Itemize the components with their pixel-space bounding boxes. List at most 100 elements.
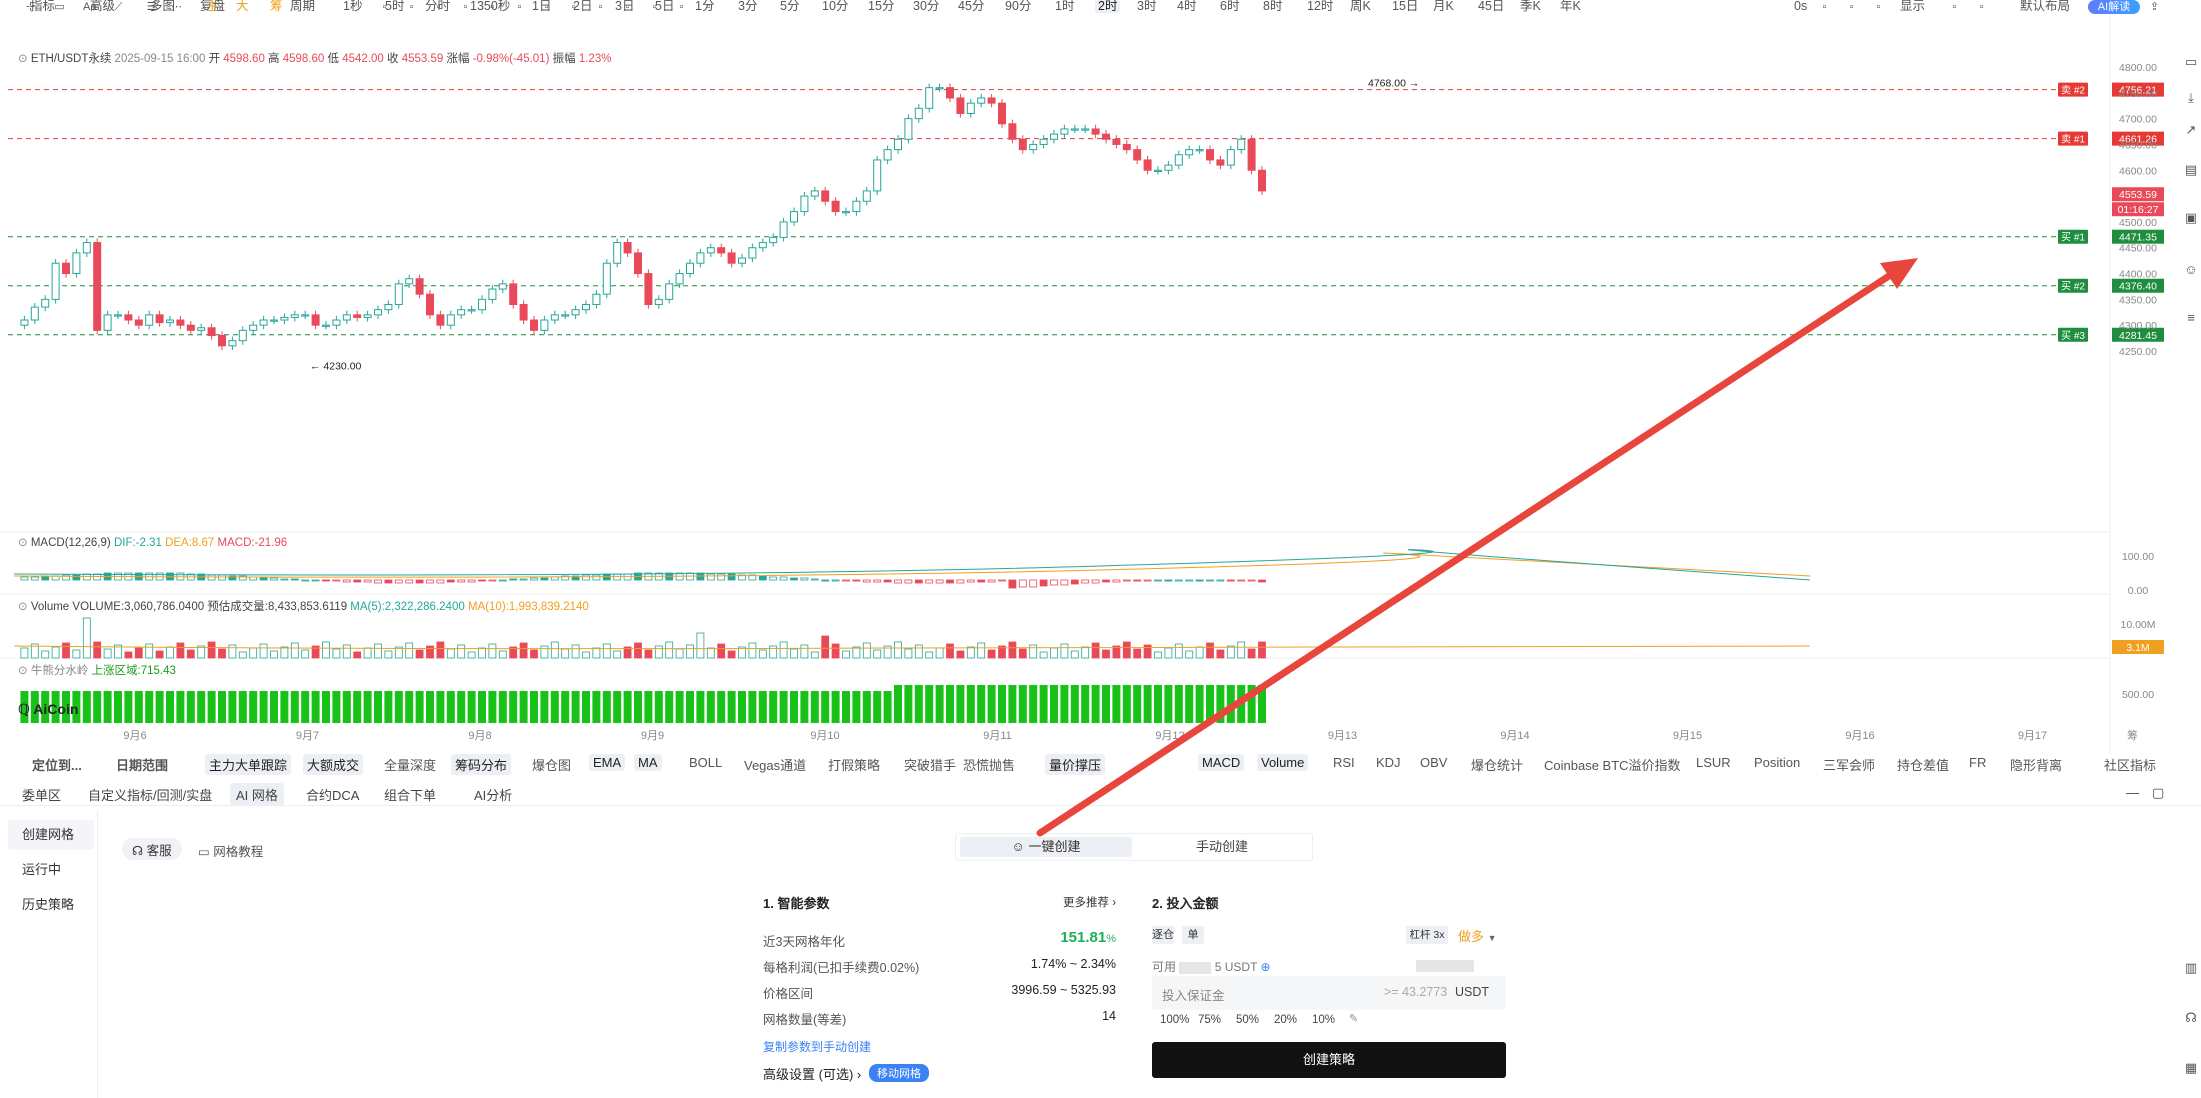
toolbar-item[interactable]: 指标 xyxy=(30,0,56,13)
plus-circle-icon[interactable]: ⊕ xyxy=(1260,960,1271,974)
main-indicator-tab[interactable]: Vegas通道 xyxy=(744,758,807,773)
main-indicator-tab[interactable]: 打假策略 xyxy=(828,758,881,773)
minimize-icon[interactable]: — xyxy=(2126,785,2139,800)
toolbar-item[interactable]: 6时 xyxy=(1220,0,1240,13)
grid-line-tag[interactable] xyxy=(2058,82,2088,97)
toolbar-item[interactable]: 15分 xyxy=(868,0,895,13)
sidebar-item[interactable]: 运行中 xyxy=(22,862,62,877)
main-indicator-tab[interactable]: 爆仓图 xyxy=(532,758,572,773)
main-indicator-tab[interactable]: 筹码分布 xyxy=(451,754,512,775)
toolbar-item[interactable]: 15日 xyxy=(1392,0,1419,13)
sub-indicator-tab[interactable]: 爆仓统计 xyxy=(1471,758,1524,773)
main-letter-button[interactable]: 大 xyxy=(236,0,249,13)
doc-icon[interactable]: ▦ xyxy=(2184,1060,2198,1075)
panel-tab[interactable]: 合约DCA xyxy=(306,788,360,803)
main-indicator-tab[interactable]: 大额成交 xyxy=(303,754,364,775)
sub-indicator-tab[interactable]: Position xyxy=(1754,755,1801,770)
main-indicator-tab[interactable]: EMA xyxy=(589,754,626,771)
toolbar-item[interactable]: 30分 xyxy=(913,0,940,13)
toolbar-item[interactable]: 月K xyxy=(1433,0,1454,13)
candlestick-chart[interactable]: 卖 #2 4756.21 卖 #1 4661.26 买 #1 4471.35 买 #2 437… xyxy=(0,14,2201,754)
toolbar-item[interactable]: 1分 xyxy=(695,0,715,13)
collapse-icon[interactable]: ⊙ xyxy=(18,601,28,613)
undo-icon[interactable]: ▫ xyxy=(679,1,684,13)
rect-icon[interactable]: ▭ xyxy=(54,1,65,13)
account-selector[interactable]: ▼ xyxy=(1416,957,1484,986)
collapse-icon[interactable]: ⊙ xyxy=(18,53,28,65)
percent-button[interactable]: 100% xyxy=(1160,1014,1190,1026)
brush-icon[interactable]: ▫ xyxy=(463,1,468,13)
toolbar-item[interactable]: 高级 xyxy=(90,0,116,13)
eye-icon[interactable]: ▫ xyxy=(544,1,549,13)
sidebar-item[interactable]: 历史策略 xyxy=(22,897,75,912)
sidebar-item[interactable]: 创建网格 xyxy=(8,820,94,850)
toolbar-item[interactable]: 2日 xyxy=(573,0,593,13)
ruler-icon[interactable]: ▫ xyxy=(490,1,495,13)
robot-icon[interactable]: ☺ xyxy=(2184,262,2198,277)
advanced-settings[interactable]: 高级设置 (可选) › xyxy=(763,1064,861,1083)
percent-button[interactable]: 75% xyxy=(1198,1014,1222,1026)
settings-icon[interactable]: ▫ xyxy=(1952,1,1957,13)
toolbar-item[interactable]: 3时 xyxy=(1137,0,1157,13)
main-letter-button[interactable]: 主 xyxy=(206,0,219,13)
toolbar-right-item[interactable]: 默认布局 xyxy=(2020,0,2071,13)
grid-line-tag[interactable] xyxy=(2058,278,2088,293)
sub-indicator-tab[interactable]: 隐形背离 xyxy=(2010,758,2063,773)
sub-indicator-tab[interactable]: KDJ xyxy=(1376,755,1401,770)
leverage-button[interactable]: 杠杆 3x xyxy=(1406,926,1448,944)
share-icon[interactable]: ⇪ xyxy=(2149,1,2160,13)
create-strategy-button[interactable]: 创建策略 xyxy=(1152,1042,1506,1078)
toolbar-item[interactable]: 季K xyxy=(1520,0,1541,13)
trend-icon[interactable]: ↗ xyxy=(2185,122,2197,137)
collapse-icon[interactable]: ⊙ xyxy=(18,537,28,549)
sub-indicator-tab[interactable]: Coinbase BTC溢价指数 xyxy=(1544,758,1681,773)
one-click-tab[interactable]: ☺ 一键创建 xyxy=(960,837,1132,857)
sub-indicator-tab[interactable]: OBV xyxy=(1420,755,1448,770)
edit-icon[interactable]: ▫ xyxy=(571,1,576,13)
maximize-icon[interactable]: ▢ xyxy=(2152,785,2165,800)
main-indicator-tab[interactable]: 突破猎手 xyxy=(904,758,957,773)
panel-tab[interactable]: AI 网格 xyxy=(230,783,284,806)
redo-icon[interactable]: ▫ xyxy=(706,1,711,13)
more-recommend-link[interactable]: 更多推荐 › xyxy=(1063,894,1116,910)
toolbar-item[interactable]: 年K xyxy=(1560,0,1581,13)
toolbar-item[interactable]: 12时 xyxy=(1307,0,1334,13)
text-icon[interactable]: Aa xyxy=(83,1,97,13)
filter-icon[interactable]: ▫ xyxy=(625,1,630,13)
grid-line-tag[interactable] xyxy=(2058,131,2088,146)
toolbar-item[interactable]: 1秒 xyxy=(343,0,363,13)
sub-indicator-tab[interactable]: LSUR xyxy=(1696,755,1731,770)
panel-tab[interactable]: 自定义指标/回测/实盘 xyxy=(88,788,213,803)
toolbar-item[interactable]: 45日 xyxy=(1478,0,1505,13)
main-letter-button[interactable]: 筹 xyxy=(270,0,283,13)
toolbar-item[interactable]: 2时 xyxy=(1095,0,1121,13)
community-indicators-link[interactable]: 社区指标 xyxy=(2104,758,2157,773)
lock-icon[interactable]: ▫ xyxy=(517,1,522,13)
copy-icon[interactable]: ▫ xyxy=(382,1,387,13)
toolbar-item[interactable]: 10分 xyxy=(822,0,849,13)
pencil-icon[interactable]: ⟋ xyxy=(114,1,123,13)
more-icon[interactable]: ⋯ xyxy=(171,1,182,13)
crosshair-icon[interactable]: ⊹ xyxy=(25,1,36,13)
magnet-icon[interactable]: ▫ xyxy=(598,1,603,13)
copy-params-link[interactable]: 复制参数到手动创建 xyxy=(763,1040,872,1054)
grid-line-tag[interactable] xyxy=(2058,327,2088,342)
toolbar-item[interactable]: 90分 xyxy=(1005,0,1032,13)
chart-tab-left[interactable]: 定位到... xyxy=(32,758,82,773)
grid-line-tag[interactable] xyxy=(2058,229,2088,244)
toolbar-item[interactable]: 周期 xyxy=(290,0,316,13)
toolbar-item[interactable]: 复盘 xyxy=(200,0,226,13)
toolbar-item[interactable]: 5分 xyxy=(780,0,800,13)
pen-icon[interactable]: ▫ xyxy=(436,1,441,13)
toolbar-item[interactable]: 5时 xyxy=(385,0,405,13)
toolbar-item[interactable]: 5日 xyxy=(655,0,675,13)
panel-icon[interactable]: ▥ xyxy=(2184,960,2198,975)
toolbar-item[interactable]: 3日 xyxy=(615,0,635,13)
toolbar-item[interactable]: 周K xyxy=(1350,0,1371,13)
toolbar-item[interactable]: 分时 xyxy=(425,0,451,13)
tutorial-link[interactable]: ▭ 网格教程 xyxy=(198,841,263,860)
lines-icon[interactable]: ☰ xyxy=(146,1,157,13)
chart-area[interactable]: 卖 #2 4756.21 卖 #1 4661.26 买 #1 4471.35 买 #2 437… xyxy=(0,14,2201,754)
percent-button[interactable]: 20% xyxy=(1274,1014,1298,1026)
toolbar-right-item[interactable]: 0s xyxy=(1794,0,1808,13)
